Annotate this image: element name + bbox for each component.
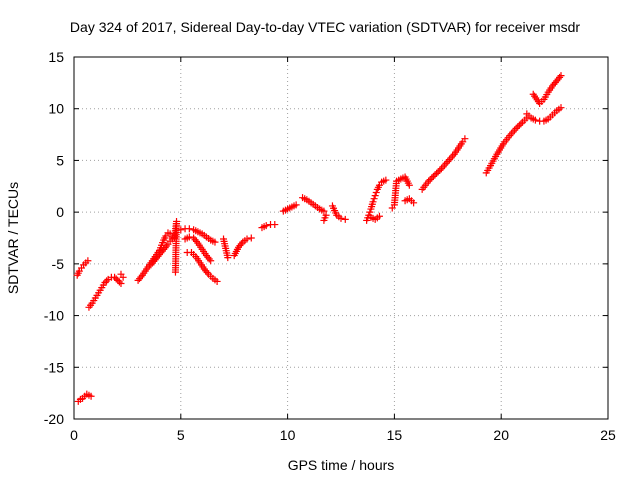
data-point-fill [237, 240, 245, 248]
y-tick-label: -5 [52, 256, 65, 272]
data-point-fill [433, 169, 441, 177]
data-point-fill [517, 120, 525, 128]
data-point [87, 392, 95, 400]
y-tick-label: -15 [44, 359, 64, 375]
data-point [185, 233, 193, 241]
data-point-fill [556, 73, 564, 81]
data-point-fill [428, 174, 436, 182]
y-tick-label: 0 [56, 204, 64, 220]
data-point [320, 207, 328, 215]
y-axis-label: SDTVAR / TECUs [5, 182, 21, 294]
axis-ticks: 0 5 10 15 20 25 -20 -15 -10 -5 0 5 10 15 [44, 49, 616, 443]
x-axis-label: GPS time / hours [288, 457, 395, 473]
data-point [375, 212, 383, 220]
data-point [243, 235, 251, 243]
data-point [512, 124, 520, 132]
data-point [213, 277, 221, 285]
data-point-fill [434, 168, 442, 176]
data-point-fill [441, 161, 449, 169]
data-point [341, 215, 349, 223]
data-point [171, 268, 179, 276]
data-point-fill [429, 172, 437, 180]
data-point [119, 273, 127, 281]
chart-title: Day 324 of 2017, Sidereal Day-to-day VTE… [70, 19, 580, 35]
data-point-fill [112, 275, 120, 283]
data-point [425, 177, 433, 185]
data-point [177, 226, 185, 234]
data-point [531, 116, 539, 124]
data-point-fill [370, 195, 378, 203]
x-tick-label: 10 [280, 427, 296, 443]
x-tick-label: 15 [387, 427, 403, 443]
data-point [461, 135, 469, 143]
data-point-fill [366, 208, 374, 216]
data-point-fill [192, 237, 200, 245]
data-point [405, 181, 413, 189]
data-point [117, 280, 125, 288]
data-point [271, 221, 279, 229]
data-point-fill [137, 273, 145, 281]
grid-lines [74, 57, 608, 419]
y-tick-label: 15 [48, 49, 64, 65]
x-tick-label: 0 [70, 427, 78, 443]
data-point-fill [203, 268, 211, 276]
data-point-fill [163, 242, 171, 250]
data-point [371, 192, 379, 200]
data-point [382, 176, 390, 184]
data-point [292, 201, 300, 209]
data-point-fill [436, 166, 444, 174]
y-tick-label: -10 [44, 308, 64, 324]
data-point [337, 214, 345, 222]
data-point [557, 104, 565, 112]
data-point [431, 171, 439, 179]
data-point-fill [115, 278, 123, 286]
data-point [207, 257, 215, 265]
plot-frame [73, 56, 609, 420]
data-point [224, 254, 232, 262]
data-point [211, 238, 219, 246]
x-tick-label: 5 [177, 427, 185, 443]
data-point [114, 276, 122, 284]
data-point [247, 234, 255, 242]
y-tick-label: -20 [44, 411, 64, 427]
data-point [444, 157, 452, 165]
data-point [410, 199, 418, 207]
data-point [101, 278, 109, 286]
y-tick-label: 5 [56, 152, 64, 168]
data-point [369, 198, 377, 206]
data-point-fill [514, 123, 522, 131]
data-point-fill [439, 163, 447, 171]
data-point-fill [426, 176, 434, 184]
data-points [73, 72, 565, 405]
data-point-fill [507, 130, 515, 138]
data-point-fill [103, 277, 111, 285]
data-point [84, 257, 92, 265]
y-tick-label: 10 [48, 101, 64, 117]
data-point [111, 273, 119, 281]
data-point-fill [372, 188, 380, 196]
data-point-fill [509, 128, 517, 136]
data-point-fill [445, 156, 453, 164]
data-point-fill [205, 255, 213, 263]
data-point-fill [515, 121, 523, 129]
data-point [437, 165, 445, 173]
data-point [557, 72, 565, 80]
data-point-fill [442, 159, 450, 167]
data-point [262, 222, 270, 230]
data-point [322, 211, 330, 219]
x-tick-label: 25 [600, 427, 616, 443]
data-point-fill [511, 126, 519, 134]
data-point-fill [447, 154, 455, 162]
data-point [185, 225, 193, 233]
x-tick-label: 20 [493, 427, 509, 443]
